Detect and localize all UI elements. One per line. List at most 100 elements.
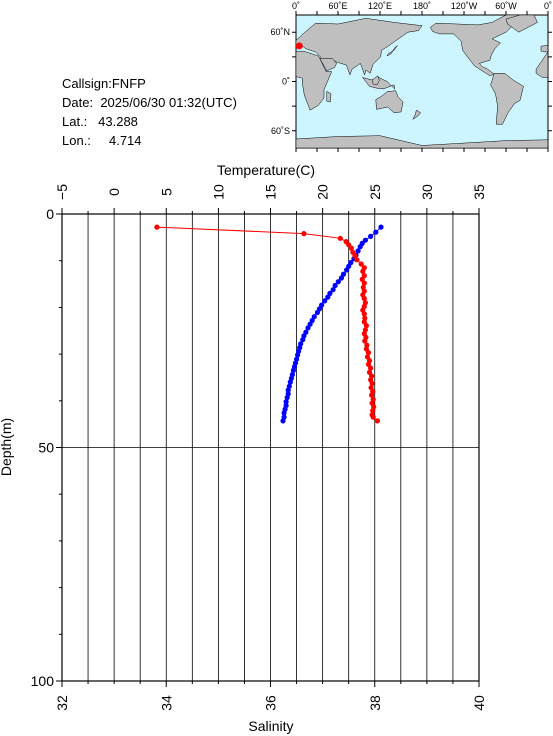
map-lon-label: 120˚W — [451, 1, 478, 11]
temperature-point — [285, 387, 291, 393]
lat-label: Lat.: — [62, 114, 88, 129]
temperature-point — [332, 282, 338, 289]
temperature-tick-label: 5 — [158, 188, 174, 196]
salinity-point — [369, 392, 375, 398]
lon-row: Lon.: 4.714 — [62, 131, 237, 150]
temperature-tick-label: 25 — [367, 184, 383, 200]
date-row: Date: 2025/06/30 01:32(UTC) — [62, 93, 237, 112]
salinity-point — [370, 414, 376, 420]
temperature-point — [290, 367, 296, 373]
temperature-point — [368, 233, 374, 239]
temperature-point — [355, 248, 361, 254]
landmass-japan — [386, 45, 398, 57]
temperature-tick-label: 15 — [263, 184, 279, 200]
salinity-point — [362, 315, 368, 321]
salinity-point — [365, 350, 372, 356]
salinity-point — [154, 224, 160, 230]
landmass-west-africa — [535, 51, 549, 78]
landmass-africa — [295, 50, 333, 111]
depth-axis: 0 50 100 — [31, 206, 62, 689]
depth-axis-label: Depth(m) — [0, 418, 14, 476]
salinity-point — [358, 261, 364, 267]
temperature-point — [362, 237, 368, 243]
temperature-point — [344, 267, 350, 273]
salinity-line — [156, 226, 378, 422]
salinity-axis: 32 34 36 38 40 — [54, 681, 487, 711]
salinity-axis-label: Salinity — [248, 718, 293, 734]
temperature-tick-label: 30 — [419, 184, 435, 200]
temperature-point — [284, 394, 290, 401]
series-layer — [154, 224, 384, 424]
temperature-axis: −5 0 5 10 15 20 25 30 35 — [54, 184, 487, 214]
map-lon-labels: 0˚ 60˚E 120˚E 180˚ 120˚W 60˚W 0˚ — [292, 1, 552, 11]
temperature-point — [305, 325, 311, 331]
callsign-value: FNFP — [111, 76, 146, 91]
lon-label: Lon.: — [62, 133, 91, 148]
map-lon-label: 60˚E — [328, 1, 347, 11]
landmass-iberia — [540, 45, 549, 53]
map-lon-label: 180˚ — [413, 1, 431, 11]
salinity-point — [361, 280, 367, 286]
temperature-axis-label: Temperature(C) — [217, 162, 315, 178]
salinity-point — [368, 365, 374, 371]
temperature-point — [335, 279, 341, 285]
map-lon-label: 0˚ — [544, 1, 552, 11]
map-lat-label: 60˚S — [271, 126, 290, 136]
temperature-point — [373, 229, 379, 235]
salinity-point — [301, 231, 307, 237]
salinity-point — [363, 323, 369, 329]
salinity-point — [360, 268, 366, 274]
map-lon-label: 0˚ — [292, 1, 300, 11]
map-lat-label: 0˚ — [282, 77, 290, 87]
salinity-point — [348, 245, 354, 251]
landmass-new-zealand — [412, 109, 421, 120]
callsign-label: Callsign: — [62, 76, 112, 91]
salinity-tick-label: 36 — [263, 695, 279, 711]
salinity-tick-label: 40 — [471, 695, 487, 711]
landmass-borneo — [372, 75, 380, 86]
temperature-point — [280, 418, 286, 424]
temperature-point — [330, 287, 336, 293]
lon-value: 4.714 — [108, 133, 142, 148]
salinity-tick-label: 38 — [367, 695, 383, 711]
landmass-madagascar — [326, 90, 332, 103]
map-land — [295, 14, 549, 149]
callsign-row: Callsign:FNFP — [62, 74, 237, 93]
landmass-australia — [375, 90, 404, 113]
depth-tick-label: 50 — [38, 440, 54, 456]
landmass-south-america — [490, 73, 524, 125]
temperature-tick-label: 0 — [106, 188, 122, 196]
temperature-tick-label: 35 — [471, 184, 487, 200]
world-map: 0˚ 60˚E 120˚E 180˚ 120˚W 60˚W 0˚ 60˚N 0˚ 60˚S — [270, 1, 552, 152]
map-frame — [292, 11, 552, 152]
map-lat-labels: 60˚N 0˚ 60˚S — [270, 27, 290, 136]
temperature-point — [322, 298, 328, 304]
temperature-point — [338, 275, 344, 281]
station-marker — [295, 42, 303, 50]
salinity-tick-label: 32 — [54, 695, 70, 711]
temperature-point — [300, 337, 306, 343]
salinity-point — [364, 342, 370, 348]
depth-tick-label: 0 — [46, 206, 54, 222]
temperature-point — [378, 224, 384, 230]
depth-tick-label: 100 — [31, 673, 55, 689]
date-value: 2025/06/30 01:32(UTC) — [100, 95, 237, 110]
temperature-tick-label: 10 — [210, 184, 226, 200]
temperature-point — [314, 309, 320, 316]
salinity-point — [352, 253, 358, 259]
temperature-point — [340, 271, 347, 277]
salinity-point — [354, 257, 360, 263]
salinity-tick-label: 34 — [158, 695, 174, 711]
temperature-point — [287, 379, 293, 385]
temperature-point — [295, 352, 301, 358]
temperature-point — [325, 294, 331, 300]
salinity-point — [361, 273, 367, 279]
temperature-point — [357, 244, 363, 250]
temperature-tick-label: −5 — [54, 184, 70, 200]
salinity-point — [361, 311, 367, 317]
temperature-point — [281, 410, 287, 416]
salinity-point — [362, 338, 368, 344]
chart-grid — [62, 214, 479, 681]
station-info: Callsign:FNFP Date: 2025/06/30 01:32(UTC… — [62, 74, 237, 150]
